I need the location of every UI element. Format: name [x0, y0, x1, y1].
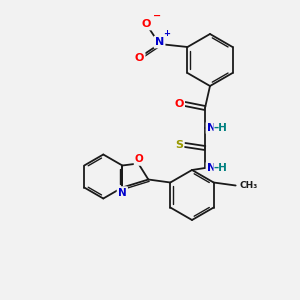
- Text: N: N: [207, 123, 216, 133]
- Text: N: N: [118, 188, 127, 197]
- Text: N: N: [155, 37, 164, 47]
- Text: S: S: [175, 140, 183, 150]
- Text: O: O: [135, 154, 144, 164]
- Text: O: O: [142, 19, 151, 29]
- Text: O: O: [174, 99, 184, 109]
- Text: +: +: [164, 29, 170, 38]
- Text: −: −: [154, 11, 162, 21]
- Text: –H: –H: [214, 123, 228, 133]
- Text: –H: –H: [214, 163, 228, 173]
- Text: N: N: [207, 163, 216, 173]
- Text: O: O: [135, 53, 144, 63]
- Text: CH₃: CH₃: [240, 181, 258, 190]
